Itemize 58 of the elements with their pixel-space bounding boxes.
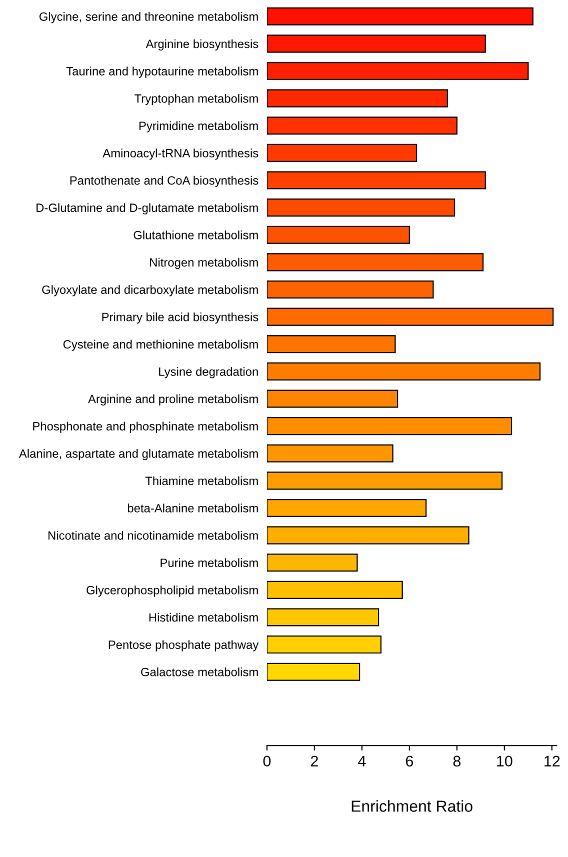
x-axis-title: Enrichment Ratio: [352, 800, 472, 812]
y-tick-label: Pantothenate and CoA biosynthesis: [70, 176, 258, 188]
x-tick-label: 6: [406, 756, 414, 767]
y-tick-label: Glutathione metabolism: [134, 230, 258, 240]
y-tick-label: Purine metabolism: [160, 558, 258, 568]
y-tick-label: Glycine, serine and threonine metabolism: [39, 12, 258, 24]
y-tick-label: Phosphonate and phosphinate metabolism: [33, 422, 258, 433]
y-tick-label: Nicotinate and nicotinamide metabolism: [48, 530, 258, 540]
bar: [266, 580, 403, 599]
y-tick-label: Lysine degradation: [159, 367, 258, 378]
bar: [266, 308, 554, 326]
x-tick-label: 4: [358, 756, 366, 766]
y-tick-label: D-Glutamine and D-glutamate metabolism: [36, 203, 258, 214]
x-tick-label: 10: [497, 756, 512, 767]
y-tick-label: Thiamine metabolism: [145, 476, 258, 486]
bar: [266, 34, 486, 53]
x-tick-label: 0: [263, 756, 271, 767]
bar: [266, 280, 434, 299]
y-tick-label: Taurine and hypotaurine metabolism: [66, 66, 258, 78]
bar: [266, 226, 410, 244]
y-tick-label: Glycerophospholipid metabolism: [86, 586, 258, 597]
bar: [266, 362, 541, 380]
bar: [266, 526, 470, 544]
bar: [266, 554, 358, 572]
bar: [266, 662, 360, 681]
y-tick-label: Galactose metabolism: [141, 668, 258, 676]
y-tick-label: Tryptophan metabolism: [134, 94, 258, 106]
bar: [266, 472, 503, 490]
y-tick-label: Arginine and proline metabolism: [88, 394, 258, 406]
bar: [266, 444, 394, 462]
bar: [266, 62, 529, 80]
bar: [266, 417, 512, 436]
bar: [266, 171, 486, 190]
y-tick-label: Aminoacyl-tRNA biosynthesis: [102, 148, 258, 160]
y-tick-label: Pyrimidine metabolism: [139, 121, 258, 132]
bar: [266, 198, 456, 217]
bar: [266, 608, 380, 626]
bar: [266, 144, 418, 162]
y-tick-label: Pentose phosphate pathway: [108, 640, 259, 652]
y-tick-label: Cysteine and methionine metabolism: [63, 340, 258, 351]
bar: [266, 390, 398, 408]
bar: [266, 335, 396, 354]
y-tick-label: Glyoxylate and dicarboxylate metabolism: [42, 285, 258, 296]
y-tick-label: Histidine metabolism: [149, 612, 258, 622]
y-tick-label: beta-Alanine metabolism: [128, 504, 258, 512]
bar: [266, 89, 448, 108]
x-tick-label: 12: [544, 756, 560, 766]
bar: [266, 253, 484, 272]
y-tick-label: Arginine biosynthesis: [146, 39, 258, 51]
bar: [266, 636, 382, 654]
bar: [266, 498, 427, 518]
bar: [266, 116, 458, 135]
y-tick-label: Alanine, aspartate and glutamate metabolism: [18, 449, 258, 460]
y-tick-label: Primary bile acid biosynthesis: [102, 312, 258, 324]
bar: [266, 7, 534, 26]
y-tick-label: Nitrogen metabolism: [150, 258, 258, 269]
x-tick-label: 2: [310, 756, 318, 766]
x-tick-label: 8: [453, 756, 460, 767]
